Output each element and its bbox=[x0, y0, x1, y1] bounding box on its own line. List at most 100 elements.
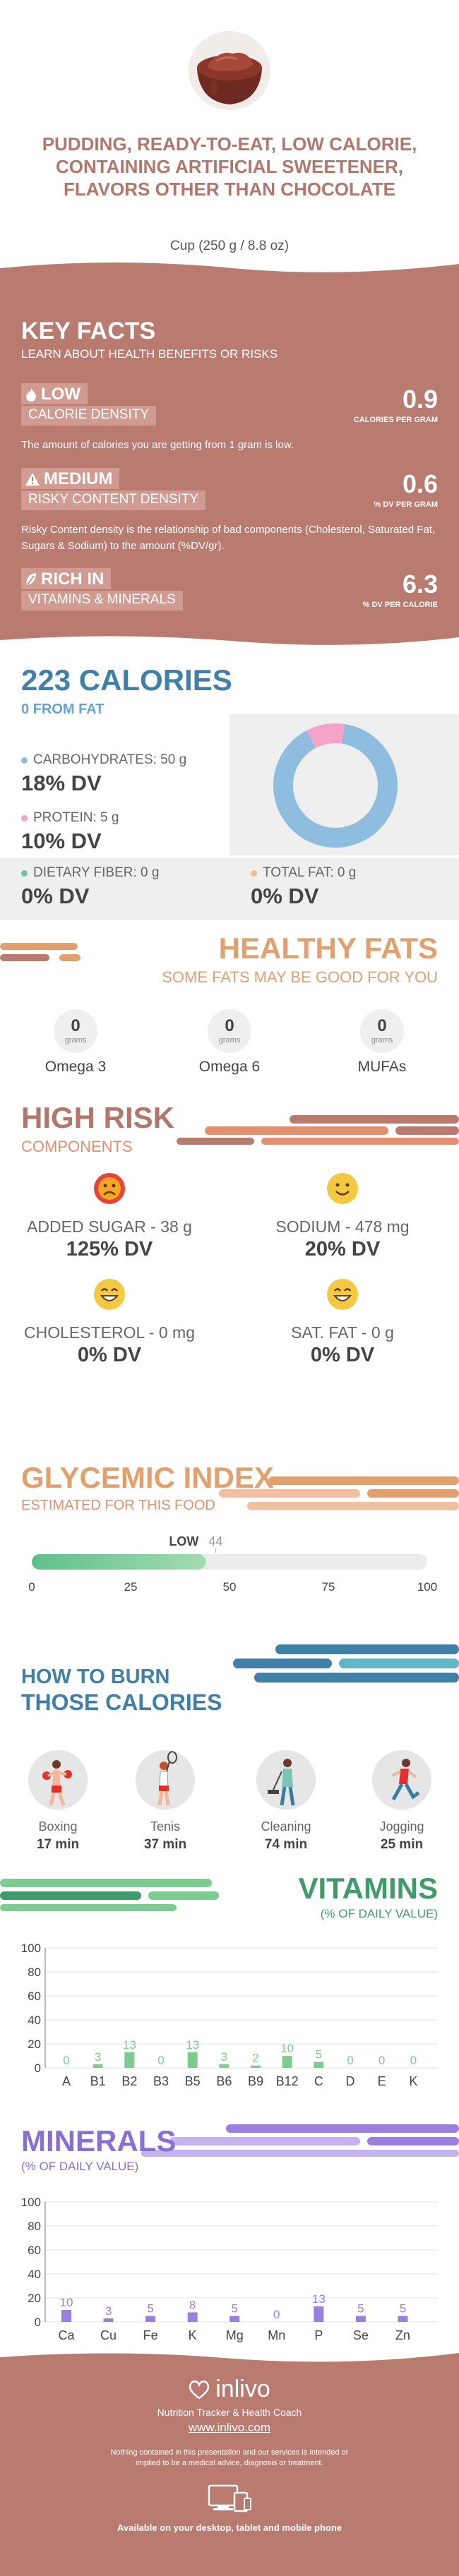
calorie-density-level: LOW bbox=[41, 385, 81, 404]
x-tick-label: B12 bbox=[276, 2074, 299, 2088]
calorie-density-description: The amount of calories you are getting f… bbox=[21, 439, 294, 451]
high-risk-subtitle: COMPONENTS bbox=[21, 1138, 133, 1155]
sodium-item: SODIUM - 478 mg 20% DV bbox=[244, 1172, 441, 1261]
food-title: PUDDING, READY-TO-EAT, LOW CALORIE, CONT… bbox=[42, 133, 417, 200]
bar-value-label: 0 bbox=[157, 2054, 164, 2067]
protein-dv: 10% DV bbox=[21, 829, 102, 853]
bar-Cu bbox=[103, 2318, 114, 2322]
macro-donut-chart bbox=[273, 723, 398, 848]
wave-divider bbox=[0, 636, 459, 649]
healthy-fats-subtitle: SOME FATS MAY BE GOOD FOR YOU bbox=[162, 968, 438, 986]
minerals-title: MINERALS bbox=[21, 2124, 177, 2157]
fiber-dot-icon bbox=[21, 869, 28, 877]
activity-name: Jogging bbox=[379, 1819, 424, 1834]
bar-value-label: 5 bbox=[231, 2302, 237, 2316]
bar-value-label: 5 bbox=[357, 2302, 364, 2316]
bar-value-label: 5 bbox=[316, 2048, 322, 2062]
fat-dot-icon bbox=[251, 869, 257, 877]
sad-face-icon bbox=[94, 1173, 125, 1204]
x-tick-label: Mn bbox=[268, 2328, 285, 2342]
vitamins-minerals-value: 6.3 bbox=[402, 570, 438, 598]
omega6-unit: grams bbox=[218, 1036, 241, 1045]
bar-B1 bbox=[93, 2064, 103, 2068]
bar-Fe bbox=[145, 2316, 156, 2322]
header-section: PUDDING, READY-TO-EAT, LOW CALORIE, CONT… bbox=[0, 0, 459, 277]
omega3-unit: grams bbox=[64, 1036, 87, 1045]
y-tick-label: 40 bbox=[28, 2014, 41, 2027]
bar-C bbox=[314, 2062, 324, 2068]
bar-value-label: 3 bbox=[95, 2050, 101, 2064]
cleaning-icon bbox=[256, 1750, 316, 1810]
omega3-name: Omega 3 bbox=[44, 1059, 107, 1075]
x-tick-label: B3 bbox=[153, 2074, 169, 2088]
bar-B12 bbox=[282, 2056, 292, 2068]
risky-content-value: 0.6 bbox=[402, 469, 438, 498]
bar-Mg bbox=[230, 2316, 240, 2322]
mufas-unit: grams bbox=[371, 1036, 393, 1045]
bar-value-label: 13 bbox=[186, 2038, 199, 2052]
y-tick-label: 0 bbox=[35, 2062, 41, 2075]
bar-Ca bbox=[61, 2310, 71, 2322]
carbohydrates-label: CARBOHYDRATES: 50 g bbox=[33, 752, 187, 767]
gauge-fill bbox=[32, 1554, 206, 1570]
donut-slice-carbs bbox=[273, 723, 398, 848]
gauge-value-label: 44 bbox=[208, 1534, 222, 1548]
sodium-label: SODIUM - 478 mg bbox=[275, 1217, 410, 1236]
x-tick-label: E bbox=[378, 2074, 386, 2088]
decor-stripes bbox=[219, 1476, 459, 1510]
vitamins-subtitle: (% OF DAILY VALUE) bbox=[320, 1907, 438, 1920]
x-tick-label: Zn bbox=[395, 2328, 410, 2342]
decor-stripes bbox=[177, 1115, 459, 1145]
sodium-dv: 20% DV bbox=[304, 1238, 381, 1260]
bar-value-label: 5 bbox=[400, 2302, 406, 2316]
smile-face-icon bbox=[327, 1173, 358, 1204]
bar-K bbox=[187, 2312, 198, 2322]
x-tick-label: Fe bbox=[143, 2328, 158, 2342]
risky-content-description: Risky Content density is the relationshi… bbox=[21, 524, 436, 552]
warning-icon bbox=[25, 473, 40, 486]
bar-Se bbox=[355, 2316, 366, 2322]
protein-label: PROTEIN: 5 g bbox=[33, 810, 119, 825]
bar-value-label: 0 bbox=[273, 2308, 280, 2321]
y-tick-label: 60 bbox=[28, 2244, 41, 2257]
gauge-tick-label: 0 bbox=[28, 1580, 35, 1594]
x-tick-label: B1 bbox=[90, 2074, 106, 2088]
minerals-bar-chart: 0 20 40 60 80 100 10 Ca 3 Cu 5 Fe 8 K 5 Mg 0 Mn 13 P 5 Se 5 Zn bbox=[21, 2196, 438, 2342]
omega6-value: 0 bbox=[225, 1016, 234, 1035]
footer-available: Available on your desktop, tablet and mo… bbox=[117, 2522, 342, 2533]
bar-value-label: 0 bbox=[410, 2054, 417, 2067]
x-tick-label: C bbox=[314, 2074, 323, 2088]
vitamins-bar-chart: 0 20 40 60 80 100 0 A 3 B1 13 B2 0 B3 13 B5 3 B6 2 B9 10 B12 5… bbox=[21, 1942, 438, 2088]
cholesterol-dv: 0% DV bbox=[77, 1344, 142, 1366]
added-sugar-label: ADDED SUGAR - 38 g bbox=[27, 1217, 192, 1236]
leaf-icon bbox=[26, 573, 36, 585]
added-sugar-dv: 125% DV bbox=[66, 1238, 153, 1260]
bar-value-label: 5 bbox=[147, 2302, 153, 2316]
decor-stripes bbox=[233, 1644, 459, 1683]
decor-stripes bbox=[0, 1879, 219, 1911]
x-tick-label: Cu bbox=[100, 2328, 117, 2342]
dietary-fiber-dv: 0% DV bbox=[21, 884, 90, 908]
activity-minutes: 25 min bbox=[380, 1837, 424, 1852]
y-tick-label: 80 bbox=[28, 2220, 41, 2233]
y-tick-label: 100 bbox=[21, 1942, 41, 1955]
carbohydrates-dv: 18% DV bbox=[21, 771, 102, 795]
activity-minutes: 37 min bbox=[143, 1837, 187, 1852]
calories-from-fat: 0 FROM FAT bbox=[21, 702, 105, 717]
calories-section: 223 CALORIES 0 FROM FAT CARBOHYDRATES: 5… bbox=[0, 649, 459, 932]
y-tick-label: 40 bbox=[28, 2268, 41, 2281]
key-facts-subtitle: LEARN ABOUT HEALTH BENEFITS OR RISKS bbox=[21, 347, 278, 361]
vitamins-title: VITAMINS bbox=[298, 1872, 438, 1905]
activity-name: Boxing bbox=[38, 1819, 78, 1834]
activity-jogging: Jogging 25 min bbox=[359, 1750, 444, 1853]
footer-url[interactable]: www.inlivo.com bbox=[188, 2421, 271, 2434]
x-tick-label: B5 bbox=[185, 2074, 201, 2088]
activity-boxing: Boxing 17 min bbox=[16, 1750, 100, 1853]
glycemic-title: GLYCEMIC INDEX bbox=[21, 1461, 274, 1494]
gauge-tick-label: 100 bbox=[417, 1580, 437, 1594]
omega6-item: 0 grams Omega 6 bbox=[191, 1009, 268, 1076]
activity-name: Tenis bbox=[150, 1819, 181, 1834]
bar-Zn bbox=[398, 2316, 408, 2322]
burn-calories-section: HOW TO BURN THOSE CALORIES Boxing 17 min… bbox=[0, 1623, 459, 1856]
gauge-tick-label: 75 bbox=[322, 1580, 335, 1594]
